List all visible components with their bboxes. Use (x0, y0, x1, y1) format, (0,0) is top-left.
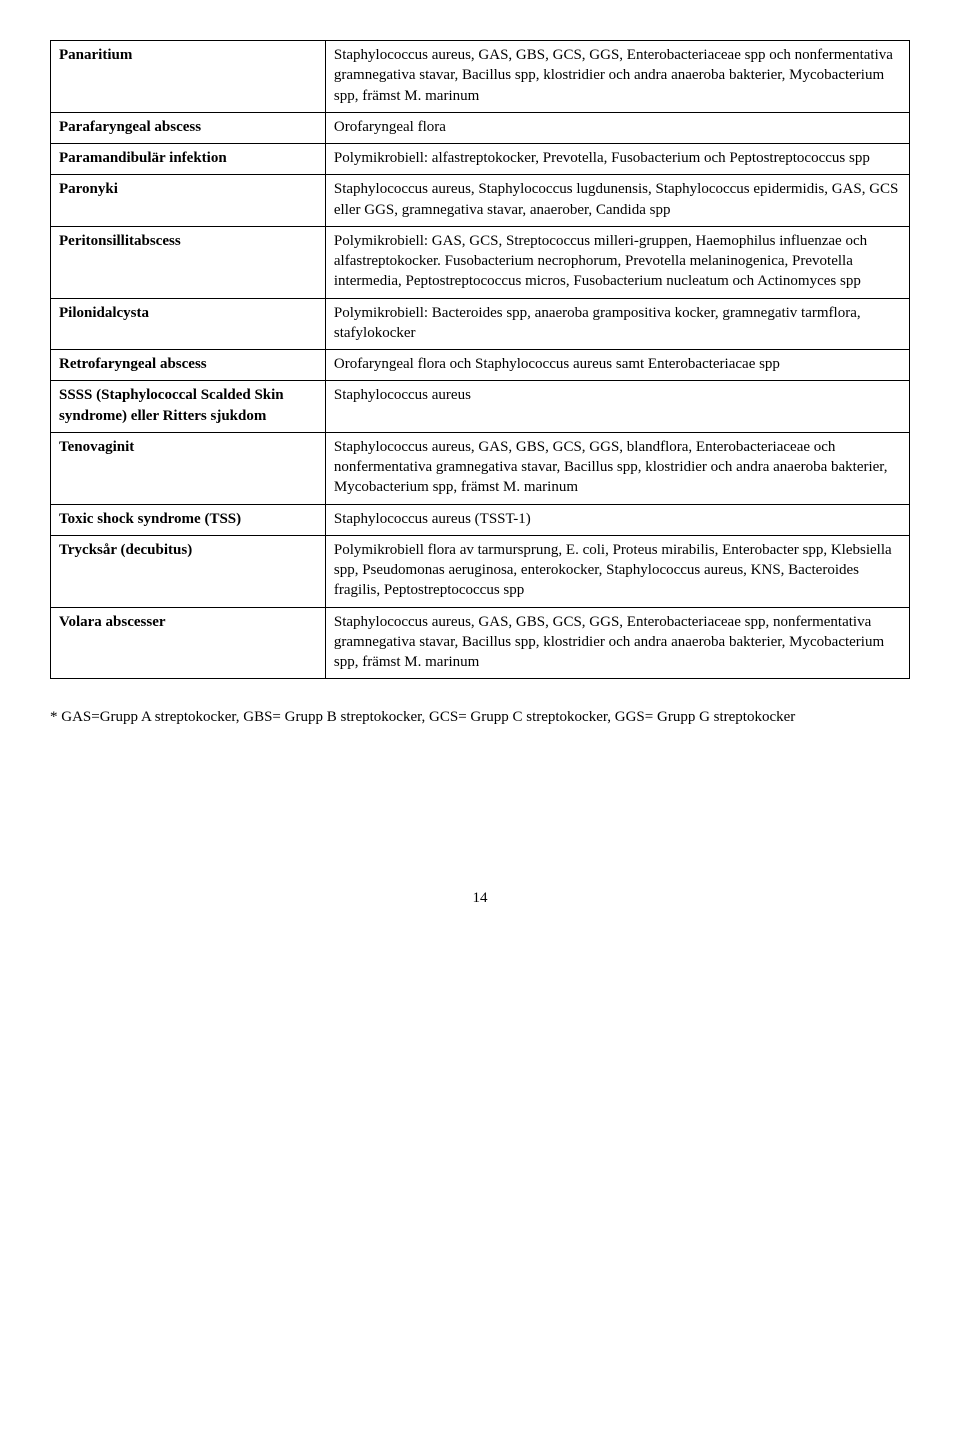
row-label: Peritonsillitabscess (51, 226, 326, 298)
row-label: Paronyki (51, 175, 326, 227)
row-content: Orofaryngeal flora och Staphylococcus au… (325, 350, 909, 381)
row-content: Staphylococcus aureus, Staphylococcus lu… (325, 175, 909, 227)
row-label: Parafaryngeal abscess (51, 112, 326, 143)
row-label: Volara abscesser (51, 607, 326, 679)
table-row: PilonidalcystaPolymikrobiell: Bacteroide… (51, 298, 910, 350)
table-row: PeritonsillitabscessPolymikrobiell: GAS,… (51, 226, 910, 298)
row-content: Polymikrobiell flora av tarmursprung, E.… (325, 535, 909, 607)
table-row: Trycksår (decubitus)Polymikrobiell flora… (51, 535, 910, 607)
row-content: Orofaryngeal flora (325, 112, 909, 143)
row-content: Polymikrobiell: alfastreptokocker, Prevo… (325, 144, 909, 175)
row-label: Paramandibulär infektion (51, 144, 326, 175)
row-content: Staphylococcus aureus, GAS, GBS, GCS, GG… (325, 607, 909, 679)
table-row: Toxic shock syndrome (TSS)Staphylococcus… (51, 504, 910, 535)
table-row: Paramandibulär infektionPolymikrobiell: … (51, 144, 910, 175)
row-label: SSSS (Staphylococcal Scalded Skin syndro… (51, 381, 326, 433)
row-content: Staphylococcus aureus, GAS, GBS, GCS, GG… (325, 41, 909, 113)
table-row: PanaritiumStaphylococcus aureus, GAS, GB… (51, 41, 910, 113)
pathogen-table: PanaritiumStaphylococcus aureus, GAS, GB… (50, 40, 910, 679)
row-label: Toxic shock syndrome (TSS) (51, 504, 326, 535)
row-content: Polymikrobiell: GAS, GCS, Streptococcus … (325, 226, 909, 298)
table-row: Volara abscesserStaphylococcus aureus, G… (51, 607, 910, 679)
row-label: Tenovaginit (51, 432, 326, 504)
row-label: Trycksår (decubitus) (51, 535, 326, 607)
table-row: Retrofaryngeal abscessOrofaryngeal flora… (51, 350, 910, 381)
row-content: Staphylococcus aureus (TSST-1) (325, 504, 909, 535)
row-label: Pilonidalcysta (51, 298, 326, 350)
footnote: * GAS=Grupp A streptokocker, GBS= Grupp … (50, 707, 910, 727)
row-content: Polymikrobiell: Bacteroides spp, anaerob… (325, 298, 909, 350)
page-number: 14 (50, 888, 910, 908)
row-label: Retrofaryngeal abscess (51, 350, 326, 381)
row-label: Panaritium (51, 41, 326, 113)
table-row: Parafaryngeal abscessOrofaryngeal flora (51, 112, 910, 143)
table-row: ParonykiStaphylococcus aureus, Staphyloc… (51, 175, 910, 227)
row-content: Staphylococcus aureus (325, 381, 909, 433)
table-row: SSSS (Staphylococcal Scalded Skin syndro… (51, 381, 910, 433)
table-row: TenovaginitStaphylococcus aureus, GAS, G… (51, 432, 910, 504)
row-content: Staphylococcus aureus, GAS, GBS, GCS, GG… (325, 432, 909, 504)
